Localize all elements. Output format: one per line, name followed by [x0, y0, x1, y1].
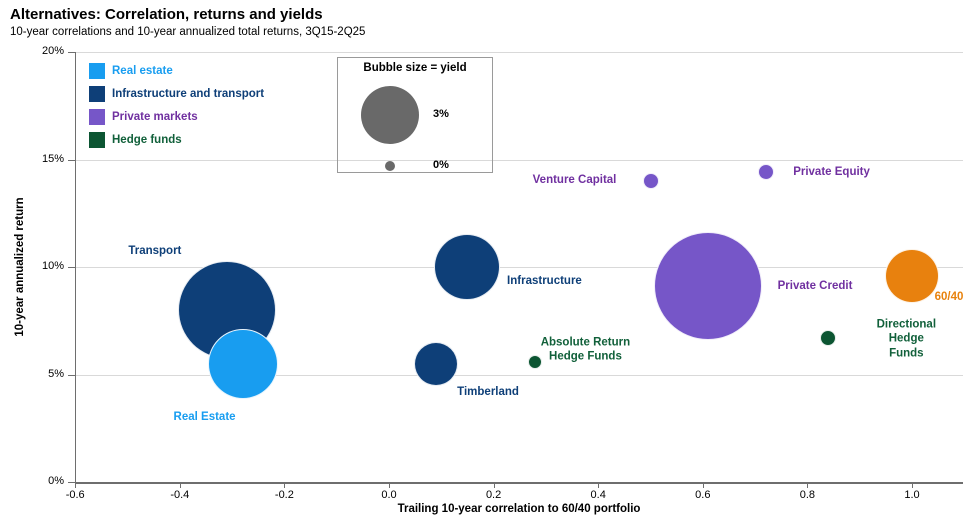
legend-label-infrastructure-transport: Infrastructure and transport — [112, 87, 265, 100]
point-label-directional-hedge-funds: Directional Hedge Funds — [876, 318, 937, 360]
point-label-timberland: Timberland — [457, 385, 519, 398]
x-tick-label: -0.6 — [65, 489, 85, 501]
y-tickmark — [68, 267, 75, 268]
x-tickmark — [702, 482, 704, 488]
size-legend-large-label: 3% — [433, 108, 449, 120]
x-tickmark — [284, 482, 286, 488]
bubble-60-40 — [885, 248, 939, 303]
point-label-venture-capital: Venture Capital — [532, 173, 617, 186]
chart-title: Alternatives: Correlation, returns and y… — [10, 6, 323, 23]
size-legend-small-label: 0% — [433, 159, 449, 171]
bubble-private-equity — [757, 164, 774, 181]
y-tick-label: 20% — [41, 45, 64, 57]
point-label-private-equity: Private Equity — [793, 166, 870, 179]
gridline-15% — [75, 159, 963, 161]
y-axis-title: 10-year annualized return — [14, 197, 26, 337]
y-tickmark — [68, 52, 75, 53]
bubble-venture-capital — [642, 173, 659, 189]
legend-item-real-estate: Real estate — [89, 59, 264, 82]
y-tick-label: 10% — [41, 260, 64, 272]
bubble-private-credit — [654, 232, 763, 341]
y-tickmark — [68, 374, 75, 376]
gridline-10% — [75, 267, 963, 268]
point-label-private-credit: Private Credit — [777, 280, 853, 293]
bubble-real-estate — [207, 328, 278, 399]
category-legend: Real estate Infrastructure and transport P… — [89, 59, 264, 151]
bubble-infrastructure — [434, 234, 501, 300]
x-tickmark — [598, 482, 600, 488]
point-label-absolute-return-hedge-funds: Absolute Return Hedge Funds — [540, 336, 631, 363]
x-tick-label: 0.4 — [590, 489, 606, 501]
point-label-transport: Transport — [128, 244, 182, 257]
x-tick-label: 0.8 — [799, 489, 816, 501]
size-legend-small-circle — [385, 161, 395, 171]
x-tick-label: 1.0 — [904, 489, 920, 501]
legend-swatch-infrastructure-transport — [89, 85, 105, 102]
legend-label-real-estate: Real estate — [112, 64, 173, 77]
legend-label-private-markets: Private markets — [112, 110, 198, 123]
y-tick-label: 15% — [41, 152, 64, 165]
gridline-20% — [75, 52, 963, 53]
y-tick-label: 5% — [48, 367, 64, 380]
bubble-size-legend-title: Bubble size = yield — [363, 62, 467, 74]
x-tickmark — [389, 482, 390, 488]
size-legend-large-circle — [361, 86, 419, 144]
x-tick-label: 0.0 — [381, 489, 397, 501]
x-axis-line — [75, 482, 963, 484]
legend-swatch-private-markets — [89, 108, 105, 125]
y-tickmark — [68, 482, 75, 483]
chart-subtitle: 10-year correlations and 10-year annuali… — [10, 26, 366, 38]
point-label-real-estate: Real Estate — [173, 410, 236, 423]
x-tickmark — [493, 482, 495, 488]
legend-swatch-real-estate — [89, 62, 105, 79]
x-tickmark — [179, 482, 181, 488]
legend-label-hedge-funds: Hedge funds — [112, 133, 182, 146]
bubble-size-legend: Bubble size = yield 3% 0% — [337, 57, 493, 173]
y-tick-label: 0% — [48, 475, 64, 487]
legend-swatch-hedge-funds — [89, 131, 105, 148]
x-tickmark — [75, 482, 77, 488]
point-label-60-40: 60/40 — [934, 290, 964, 303]
y-tickmark — [68, 159, 75, 161]
gridline-5% — [75, 374, 963, 376]
legend-item-hedge-funds: Hedge funds — [89, 128, 264, 151]
point-label-infrastructure: Infrastructure — [507, 274, 582, 287]
x-tickmark — [807, 482, 809, 488]
legend-item-infrastructure-transport: Infrastructure and transport — [89, 82, 264, 105]
bubble-directional-hedge-funds — [820, 329, 837, 346]
x-axis-title: Trailing 10-year correlation to 60/40 po… — [397, 503, 641, 515]
legend-item-private-markets: Private markets — [89, 105, 264, 128]
x-tick-label: 0.2 — [485, 489, 502, 501]
x-tick-label: 0.6 — [695, 489, 711, 501]
x-tick-label: -0.2 — [274, 489, 294, 501]
x-tick-label: -0.4 — [170, 489, 190, 501]
bubble-timberland — [414, 341, 459, 386]
y-axis-line — [75, 52, 76, 482]
bubble-absolute-return-hedge-funds — [528, 354, 543, 369]
x-tickmark — [912, 482, 913, 488]
